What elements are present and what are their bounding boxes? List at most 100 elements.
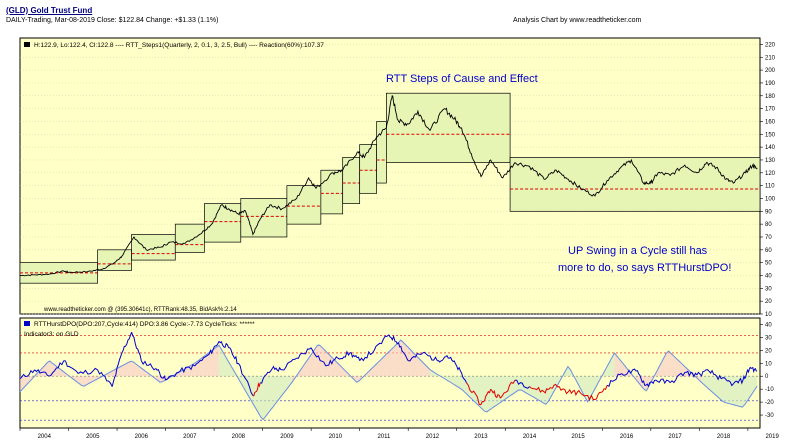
price-series (19, 95, 758, 277)
dpo-line (349, 351, 361, 361)
x-tick-label: 2007 (183, 434, 197, 440)
dpo-line (131, 332, 142, 361)
dpo-line (567, 388, 581, 397)
cycle-shade (194, 345, 219, 377)
dpo-line (408, 352, 424, 362)
price-legend-swatch (24, 42, 30, 47)
dpo-line (606, 373, 622, 388)
price-y-axis: 10 20 30 40 50 60 70 80 90 100 110 120 130 140 150 160 1… (760, 42, 776, 318)
step-box (386, 92, 511, 163)
price-tick-label: 180 (765, 94, 776, 100)
step-box (131, 234, 176, 261)
dpo-line (684, 370, 698, 378)
indicator-tick-label: -10 (765, 387, 774, 393)
price-tick-label: 140 (765, 145, 776, 151)
dpo-line (194, 353, 210, 367)
x-tick-label: 2008 (232, 434, 246, 440)
dpo-line (252, 382, 261, 397)
price-tick-label: 170 (765, 107, 776, 113)
chart-canvas: 1020304050607080901001101201301401501601… (19, 37, 779, 440)
analysis-credit: Analysis Chart by www.readtheticker.com (513, 17, 642, 24)
dpo-line (179, 363, 195, 374)
indicator-tick-label: 20 (765, 348, 772, 354)
price-tick-label: 10 (765, 312, 772, 318)
price-tick-label: 110 (765, 184, 775, 190)
dpo-line (529, 386, 545, 393)
step-box (286, 185, 322, 225)
cycle-shade (743, 376, 758, 408)
dpo-line (669, 372, 686, 384)
cycle-shade (400, 340, 431, 377)
cycle-shade (262, 376, 292, 421)
dpo-line (228, 347, 239, 365)
dpo-line (456, 365, 467, 383)
chart-header: (GLD) Gold Trust Fund DAILY-Trading, Mar… (0, 0, 800, 30)
indicator-tick-label: 40 (765, 322, 772, 328)
dpo-line (446, 355, 458, 367)
price-tick-label: 90 (765, 209, 772, 215)
cycle-shade (519, 376, 547, 405)
dpo-line (237, 363, 254, 396)
dpo-line (621, 368, 637, 376)
price-tick-label: 160 (765, 119, 776, 125)
dpo-line (155, 368, 167, 381)
dpo-line (480, 389, 492, 405)
dpo-line (218, 340, 230, 349)
dpo-line (466, 382, 482, 406)
x-axis: 2004 2005 2006 2007 2008 2009 2010 2011 2012 2013… (19, 428, 779, 440)
step-box (509, 157, 761, 212)
step-box (204, 203, 242, 243)
x-tick-label: 2010 (329, 434, 343, 440)
price-line (19, 95, 758, 277)
x-tick-label: 2015 (571, 434, 585, 440)
dpo-line (422, 351, 438, 361)
price-tick-label: 40 (765, 273, 772, 279)
dpo-line (437, 355, 448, 363)
cycle-line (19, 339, 758, 421)
x-tick-label: 2009 (280, 434, 294, 440)
step-box (342, 157, 361, 204)
dpo-line (111, 352, 123, 387)
dpo-line (121, 332, 133, 354)
dpo-line (696, 369, 710, 378)
price-legend: H:122.9, Lo:122.4, Cl:122.8 ---- RTT_Ste… (34, 42, 324, 49)
price-tick-label: 50 (765, 261, 772, 267)
dpo-line (337, 350, 351, 360)
x-tick-label: 2013 (474, 434, 488, 440)
dpo-line (398, 342, 409, 361)
step-box (240, 198, 288, 238)
step-box (174, 223, 205, 253)
price-footer: www.readtheticker.com @ (395.30641c), RT… (43, 307, 237, 313)
dpo-line (296, 347, 312, 359)
indicator-legend: RTTHurstDPO(DPO:207,Cycle:414) DPO:3.86 … (34, 321, 255, 328)
x-tick-label: 2012 (426, 434, 440, 440)
dpo-line (281, 357, 297, 371)
dpo-line (388, 334, 399, 345)
dpo-line (34, 368, 50, 377)
price-tick-label: 120 (765, 171, 776, 177)
x-tick-label: 2014 (523, 434, 537, 440)
annotation-steps: RTT Steps of Cause and Effect (386, 73, 538, 85)
price-tick-label: 100 (765, 196, 776, 202)
indicator-tick-label: -20 (765, 400, 774, 406)
dpo-line (63, 360, 79, 374)
price-tick-label: 30 (765, 286, 772, 292)
cycle-shade (49, 360, 84, 387)
indicator-tick-label: 30 (765, 335, 772, 341)
dpo-line (742, 366, 751, 381)
chart-title[interactable]: (GLD) Gold Trust Fund (6, 6, 93, 15)
dpo-line (580, 392, 595, 401)
dpo-line (636, 370, 647, 386)
dpo-line (708, 369, 722, 381)
price-tick-label: 200 (765, 68, 776, 74)
indicator-tick-label: 0 (765, 374, 769, 380)
dpo-line (325, 356, 339, 367)
x-tick-label: 2017 (668, 434, 682, 440)
price-tick-label: 20 (765, 299, 772, 305)
dpo-line (260, 368, 273, 384)
dpo-line (514, 379, 530, 389)
indicator-tick-label: -30 (765, 413, 774, 419)
x-tick-label: 2004 (38, 434, 52, 440)
x-tick-label: 2011 (377, 434, 391, 440)
